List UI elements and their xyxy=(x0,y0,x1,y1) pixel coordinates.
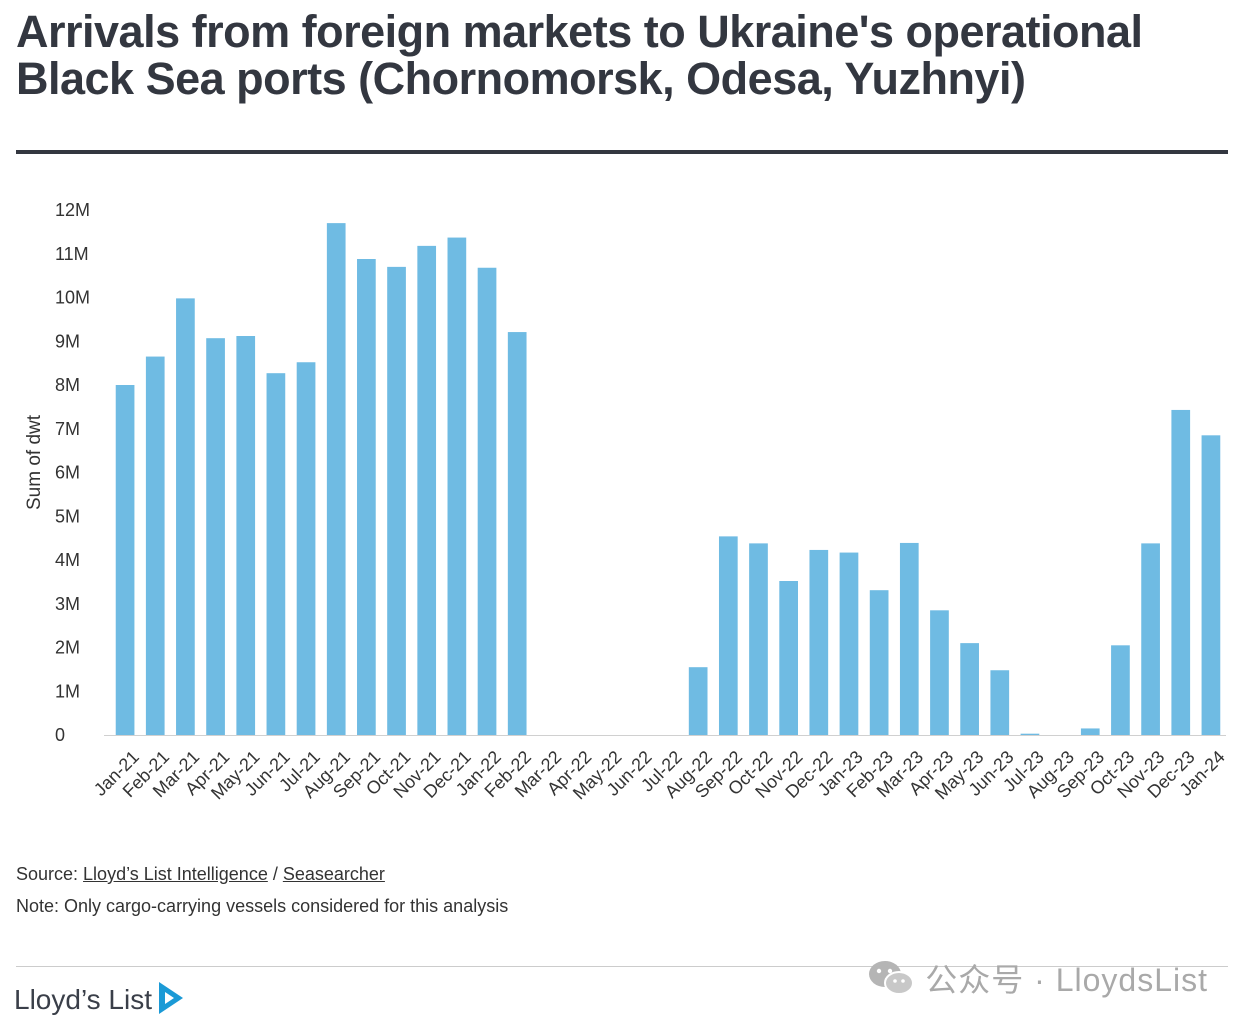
brand-name: Lloyd’s List xyxy=(14,984,153,1015)
bar xyxy=(1171,409,1191,735)
y-tick-label: 8M xyxy=(55,375,80,395)
bar xyxy=(749,543,768,735)
bar xyxy=(447,237,467,735)
y-axis: 0 1M 2M 3M 4M 5M 6M 7M 8M 9M 10M 11M 12M xyxy=(55,200,90,745)
source-link-seasearcher[interactable]: Seasearcher xyxy=(282,864,385,884)
y-tick-label: 12M xyxy=(55,200,90,220)
bar xyxy=(1201,435,1221,735)
y-tick-label: 9M xyxy=(55,331,80,351)
bar xyxy=(296,362,316,735)
bar xyxy=(357,259,376,735)
source-link-lli[interactable]: Lloyd’s List Intelligence xyxy=(83,864,268,884)
title-divider xyxy=(16,150,1228,154)
bar xyxy=(899,542,919,735)
y-tick-label: 7M xyxy=(55,419,80,439)
y-tick-label: 6M xyxy=(55,463,80,483)
bar xyxy=(236,336,256,735)
bar xyxy=(809,549,829,735)
brand-logo: Lloyd’s List xyxy=(14,980,186,1020)
watermark: 公众号 · LloydsList xyxy=(867,955,1208,1001)
bar xyxy=(990,670,1010,735)
bar xyxy=(779,581,798,735)
bar xyxy=(417,245,437,735)
bar xyxy=(387,266,406,735)
bar xyxy=(1111,645,1130,735)
bar-chart: 0 1M 2M 3M 4M 5M 6M 7M 8M 9M 10M 11M 12M Jan-21Feb-2… xyxy=(24,200,1229,804)
bar xyxy=(960,643,979,735)
bar xyxy=(1141,543,1160,735)
footer-divider xyxy=(16,966,1228,967)
bar xyxy=(1080,728,1100,735)
bar xyxy=(145,356,165,735)
bar xyxy=(206,338,225,735)
bars xyxy=(115,223,1221,736)
y-tick-label: 1M xyxy=(55,681,80,701)
x-axis: Jan-21Feb-21Mar-21Apr-21May-21Jun-21Jul-… xyxy=(90,747,1229,804)
y-tick-label: 11M xyxy=(55,244,89,264)
y-tick-label: 5M xyxy=(55,506,80,526)
y-axis-label: Sum of dwt xyxy=(24,414,45,510)
source-separator: / xyxy=(267,864,283,884)
source-line: Source: Lloyd’s List Intelligence / Seas… xyxy=(16,864,385,885)
watermark-text: 公众号 · LloydsList xyxy=(925,962,1208,998)
y-tick-label: 3M xyxy=(55,594,80,614)
wechat-icon xyxy=(869,961,915,995)
bar xyxy=(869,590,889,735)
chart-title: Arrivals from foreign markets to Ukraine… xyxy=(16,6,1143,104)
bar xyxy=(1020,733,1040,736)
y-tick-label: 2M xyxy=(55,638,80,658)
y-tick-label: 0 xyxy=(55,725,65,745)
y-tick-label: 4M xyxy=(55,550,80,570)
bar xyxy=(930,610,949,735)
bar xyxy=(176,298,195,735)
source-prefix: Source: xyxy=(16,864,84,884)
bar xyxy=(507,332,527,735)
play-icon xyxy=(159,982,184,1014)
bar xyxy=(477,267,497,735)
bar xyxy=(115,385,135,735)
bar xyxy=(839,552,859,735)
bar xyxy=(688,667,708,735)
bar xyxy=(326,223,346,735)
bar xyxy=(718,536,738,735)
note-line: Note: Only cargo-carrying vessels consid… xyxy=(16,896,509,916)
y-tick-label: 10M xyxy=(55,288,90,308)
bar xyxy=(266,373,286,735)
